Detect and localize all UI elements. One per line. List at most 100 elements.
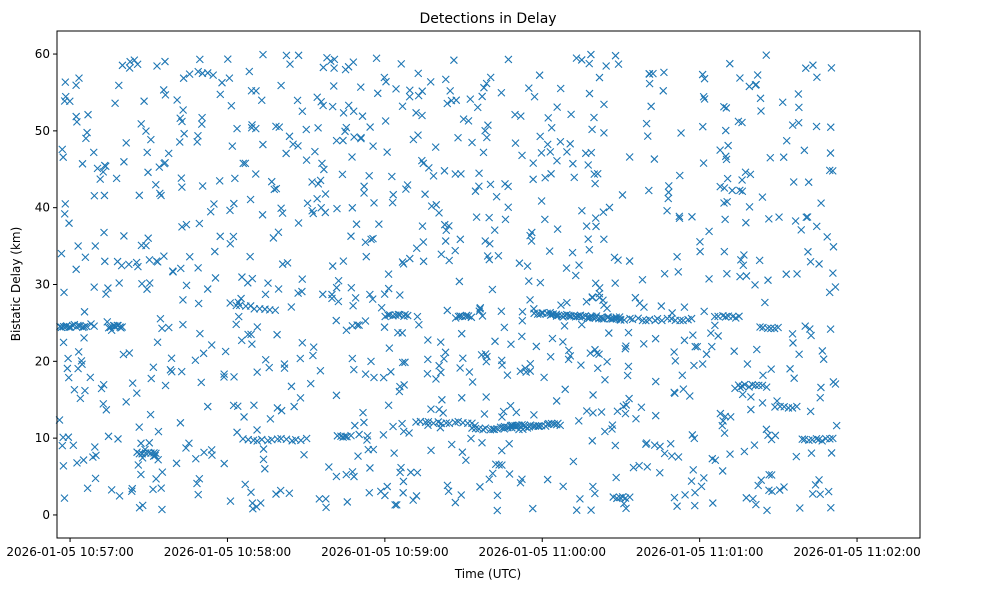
data-point <box>218 78 226 87</box>
data-point <box>498 413 506 421</box>
data-point <box>754 381 763 390</box>
data-point <box>664 181 673 190</box>
data-point <box>328 102 337 111</box>
data-point <box>592 222 600 231</box>
data-point <box>482 133 491 142</box>
data-point <box>361 317 370 325</box>
data-point <box>384 270 393 279</box>
data-point <box>258 210 267 219</box>
data-point <box>138 501 147 510</box>
data-point <box>332 283 341 292</box>
data-point <box>352 220 361 229</box>
data-point <box>572 506 581 515</box>
data-point <box>736 272 744 281</box>
data-point <box>577 320 586 329</box>
data-point <box>285 489 294 498</box>
data-point <box>309 351 317 360</box>
data-point <box>440 354 448 363</box>
data-point <box>831 283 840 291</box>
data-point <box>645 70 654 78</box>
data-point <box>651 334 660 343</box>
data-point <box>138 279 146 288</box>
data-point <box>158 505 166 514</box>
data-point <box>451 498 460 507</box>
data-point <box>753 71 762 79</box>
data-point <box>418 87 427 96</box>
data-point <box>63 364 72 373</box>
data-point <box>296 436 305 445</box>
data-point <box>154 455 163 464</box>
data-point <box>751 500 760 509</box>
data-point <box>341 127 349 136</box>
data-point <box>395 291 404 299</box>
data-point <box>370 373 378 382</box>
data-point <box>93 164 102 173</box>
data-point <box>259 455 268 464</box>
data-point <box>259 140 267 149</box>
data-point <box>343 498 352 506</box>
data-point <box>478 438 486 447</box>
data-point <box>595 289 604 298</box>
data-point <box>89 148 98 157</box>
data-point <box>593 169 602 178</box>
data-point <box>570 173 579 182</box>
data-point <box>587 50 595 59</box>
data-point <box>745 82 754 91</box>
data-point <box>671 356 680 365</box>
data-point <box>251 170 260 178</box>
data-point <box>536 132 545 141</box>
data-point <box>667 452 676 460</box>
data-point <box>792 452 801 461</box>
data-point <box>826 123 835 132</box>
data-point <box>600 129 608 137</box>
data-point <box>298 338 307 347</box>
data-point <box>600 427 609 436</box>
data-point <box>203 285 212 293</box>
data-point <box>135 449 144 458</box>
data-point <box>111 99 119 108</box>
data-point <box>199 349 208 358</box>
data-point <box>478 312 487 320</box>
data-point <box>473 103 482 112</box>
data-point <box>530 411 538 419</box>
data-point <box>751 381 760 390</box>
data-point <box>143 148 152 157</box>
data-point <box>228 142 237 150</box>
data-point <box>311 147 319 156</box>
data-point <box>293 96 302 105</box>
data-point <box>501 180 509 188</box>
data-point <box>751 81 760 89</box>
data-point <box>313 194 322 203</box>
data-point <box>589 391 597 399</box>
data-point <box>161 158 169 167</box>
data-point <box>157 484 166 493</box>
data-point <box>226 299 235 307</box>
data-point <box>118 61 127 70</box>
data-point <box>702 350 711 359</box>
data-point <box>685 392 694 400</box>
data-point <box>710 321 719 330</box>
data-point <box>372 54 381 63</box>
data-point <box>426 78 435 86</box>
data-point <box>142 127 150 136</box>
data-point <box>707 342 716 351</box>
data-point <box>243 278 252 287</box>
data-point <box>161 90 170 99</box>
data-point <box>605 203 614 212</box>
data-point <box>80 322 89 331</box>
data-point <box>745 202 754 211</box>
data-point <box>120 157 128 166</box>
data-point <box>441 75 450 84</box>
data-point <box>690 361 698 370</box>
data-point <box>146 135 155 144</box>
data-point <box>511 110 519 119</box>
data-point <box>103 318 112 326</box>
data-point <box>368 295 377 304</box>
data-point <box>625 257 634 265</box>
data-point <box>518 420 526 429</box>
y-tick-label: 50 <box>35 124 50 138</box>
data-point <box>601 375 609 384</box>
data-point <box>114 435 122 443</box>
data-point <box>419 238 428 246</box>
data-point <box>721 313 730 321</box>
